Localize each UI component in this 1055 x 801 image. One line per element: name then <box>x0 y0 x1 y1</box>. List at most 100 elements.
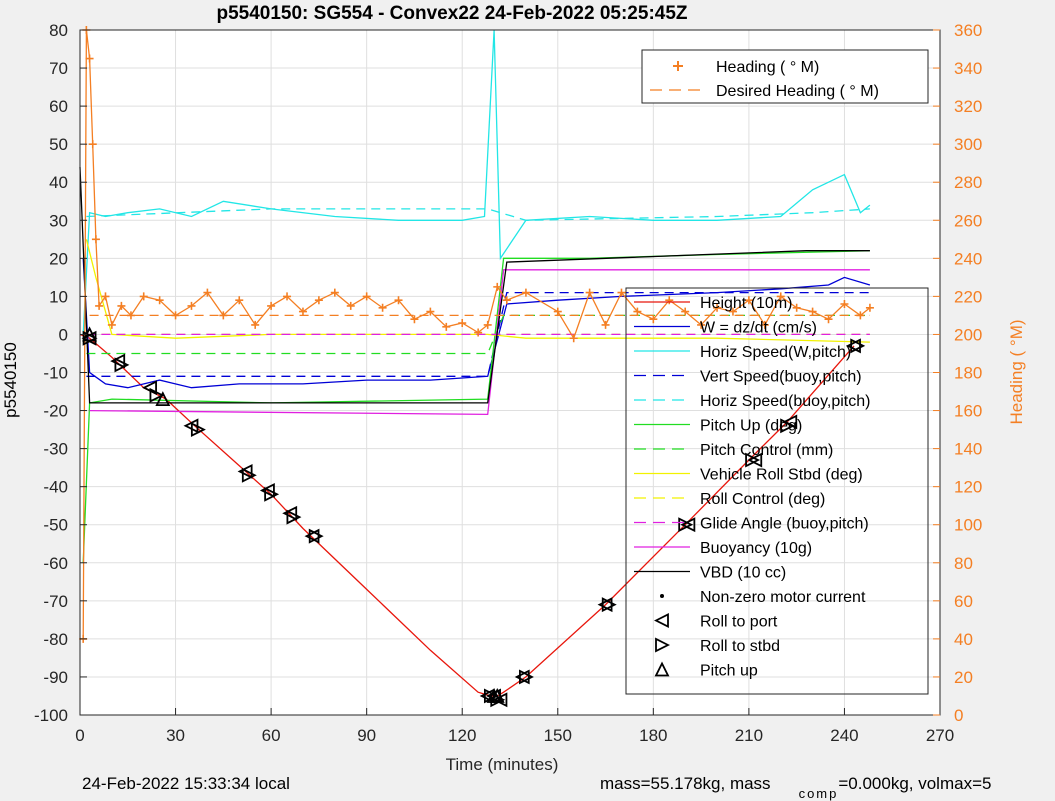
legend-label: Pitch Up (deg) <box>700 418 802 435</box>
roll-to-port-marker <box>747 452 763 468</box>
y2-tick-label: 220 <box>954 287 982 306</box>
x-tick-label: 240 <box>830 726 858 745</box>
y-tick-label: 50 <box>49 135 68 154</box>
y-tick-label: -90 <box>43 668 68 687</box>
legend-label: Vehicle Roll Stbd (deg) <box>700 467 863 484</box>
heading-point <box>394 296 403 305</box>
heading-point <box>95 301 104 310</box>
x-tick-label: 120 <box>448 726 476 745</box>
y2-tick-label: 180 <box>954 364 982 383</box>
heading-point <box>219 311 228 320</box>
roll-to-stbd-marker <box>601 597 617 613</box>
heading-point <box>126 311 135 320</box>
heading-point <box>251 320 260 329</box>
y-tick-label: -10 <box>43 364 68 383</box>
roll-to-stbd-marker <box>286 509 302 525</box>
roll-to-port-marker <box>282 505 298 521</box>
heading-point <box>235 296 244 305</box>
heading-point <box>139 292 148 301</box>
heading-point <box>744 296 753 305</box>
heading-point <box>410 315 419 324</box>
heading-point <box>283 292 292 301</box>
y-tick-label: -30 <box>43 440 68 459</box>
heading-point <box>776 292 785 301</box>
legend-label: Height (10m) <box>700 295 792 312</box>
heading-point <box>697 320 706 329</box>
heading-point <box>346 301 355 310</box>
x-tick-label: 270 <box>926 726 954 745</box>
heading-point <box>458 319 467 328</box>
heading-point <box>107 320 116 329</box>
heading-point <box>362 292 371 301</box>
heading-point <box>617 288 626 297</box>
legend-label: Horiz Speed(W,pitch) <box>700 344 851 361</box>
y2-tick-label: 260 <box>954 211 982 230</box>
y-tick-label: -40 <box>43 478 68 497</box>
heading-point <box>502 296 511 305</box>
legend-main: Height (10m) W = dz/dt (cm/s) Horiz Speed(… <box>625 287 929 695</box>
roll-to-stbd-marker <box>780 418 796 434</box>
legend-label: Desired Heading ( ° M) <box>716 83 879 100</box>
roll-to-stbd-marker <box>190 422 206 438</box>
y-tick-label: 10 <box>49 287 68 306</box>
heading-point <box>88 140 97 149</box>
legend-marker-sample <box>655 637 671 653</box>
heading-point <box>101 292 110 301</box>
heading-point <box>792 303 801 312</box>
y2-tick-label: 360 <box>954 21 982 40</box>
y-tick-label: 70 <box>49 59 68 78</box>
legend-plus-sample <box>673 61 683 71</box>
heading-point <box>203 288 212 297</box>
legend-label: Heading ( ° M) <box>716 59 819 76</box>
footer-mass: mass=55.178kg, mass comp=0.000kg, volmax=… <box>600 774 991 801</box>
y-tick-label: 60 <box>49 97 68 116</box>
y2-tick-label: 340 <box>954 59 982 78</box>
y2-axis-label: Heading ( °M) <box>1007 319 1026 424</box>
y-tick-label: 0 <box>59 325 68 344</box>
footer-mass-text: mass=55.178kg, mass <box>600 774 771 793</box>
pitch-up-marker <box>489 687 505 703</box>
x-tick-label: 0 <box>75 726 84 745</box>
roll-to-port-marker <box>304 528 320 544</box>
heading-point <box>569 334 578 343</box>
y-axis-label: p5540150 <box>1 342 20 418</box>
legend-marker-sample <box>653 613 669 628</box>
heading-point <box>378 303 387 312</box>
x-tick-label: 90 <box>357 726 376 745</box>
chart-title: p5540150: SG554 - Convex22 24-Feb-2022 0… <box>216 3 687 24</box>
y2-tick-label: 280 <box>954 173 982 192</box>
heading-point <box>824 315 833 324</box>
heading-point <box>474 328 483 337</box>
y2-tick-label: 200 <box>954 325 982 344</box>
roll-to-stbd-marker <box>678 517 694 533</box>
heading-point <box>865 303 874 312</box>
legend-label: Glide Angle (buoy,pitch) <box>700 516 869 533</box>
y-tick-label: 30 <box>49 211 68 230</box>
x-tick-label: 60 <box>262 726 281 745</box>
footer-mass-rest: =0.000kg, volmax=5 <box>838 774 992 793</box>
legend-marker-sample <box>654 661 670 677</box>
pitch-up-marker <box>155 391 171 407</box>
y-tick-label: 80 <box>49 21 68 40</box>
y2-tick-label: 160 <box>954 402 982 421</box>
heading-point <box>585 288 594 297</box>
y2-tick-label: 100 <box>954 516 982 535</box>
y-tick-label: -20 <box>43 402 68 421</box>
series-line-horiz-speed-buoy-pitch <box>86 208 870 221</box>
heading-point <box>330 288 339 297</box>
y2-tick-label: 120 <box>954 478 982 497</box>
heading-point <box>601 320 610 329</box>
x-tick-label: 180 <box>639 726 667 745</box>
heading-point <box>553 307 562 316</box>
footer-local-time: 24-Feb-2022 15:33:34 local <box>82 774 290 793</box>
series-line-vbd-10-cc <box>79 166 870 404</box>
heading-point <box>426 307 435 316</box>
legend-label: Pitch up <box>700 663 758 680</box>
heading-point <box>91 235 100 244</box>
heading-point <box>808 307 817 316</box>
heading-point <box>187 301 196 310</box>
heading-point <box>298 307 307 316</box>
heading-point <box>649 315 658 324</box>
roll-to-port-marker <box>259 483 275 498</box>
heading-point <box>681 307 690 316</box>
